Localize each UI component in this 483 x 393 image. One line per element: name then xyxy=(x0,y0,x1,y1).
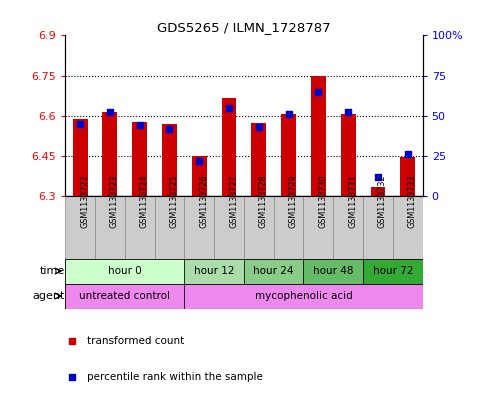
Point xyxy=(69,338,76,344)
Text: agent: agent xyxy=(33,291,65,301)
Text: hour 72: hour 72 xyxy=(372,266,413,276)
Bar xyxy=(125,196,155,259)
Text: hour 24: hour 24 xyxy=(254,266,294,276)
Bar xyxy=(244,259,303,283)
Bar xyxy=(363,196,393,259)
Point xyxy=(344,109,352,116)
Text: GSM1133730: GSM1133730 xyxy=(318,174,327,228)
Text: GSM1133727: GSM1133727 xyxy=(229,174,238,228)
Bar xyxy=(370,187,385,196)
Text: GSM1133733: GSM1133733 xyxy=(408,174,417,228)
Text: GSM1133726: GSM1133726 xyxy=(199,174,208,228)
Point xyxy=(166,125,173,132)
Point xyxy=(285,111,293,117)
Bar xyxy=(393,196,423,259)
Text: GSM1133722: GSM1133722 xyxy=(80,174,89,228)
Bar xyxy=(214,196,244,259)
Text: GSM1133723: GSM1133723 xyxy=(110,174,119,228)
Bar xyxy=(132,122,147,196)
Point xyxy=(69,374,76,380)
Bar xyxy=(341,114,355,196)
Text: time: time xyxy=(40,266,65,276)
Bar xyxy=(400,157,415,196)
Bar xyxy=(185,259,244,283)
Text: GSM1133725: GSM1133725 xyxy=(170,174,178,228)
Bar xyxy=(281,114,296,196)
Text: hour 0: hour 0 xyxy=(108,266,142,276)
Text: hour 48: hour 48 xyxy=(313,266,354,276)
Bar xyxy=(72,119,87,196)
Bar xyxy=(244,196,274,259)
Title: GDS5265 / ILMN_1728787: GDS5265 / ILMN_1728787 xyxy=(157,21,331,34)
Bar xyxy=(303,259,363,283)
Text: GSM1133728: GSM1133728 xyxy=(259,174,268,228)
Text: GSM1133724: GSM1133724 xyxy=(140,174,149,228)
Bar xyxy=(333,196,363,259)
Point xyxy=(255,124,263,130)
Text: percentile rank within the sample: percentile rank within the sample xyxy=(87,372,263,382)
Bar xyxy=(185,283,423,309)
Bar xyxy=(185,196,214,259)
Text: GSM1133731: GSM1133731 xyxy=(348,174,357,228)
Bar xyxy=(192,156,207,196)
Bar xyxy=(65,196,95,259)
Text: untreated control: untreated control xyxy=(79,291,170,301)
Point xyxy=(404,151,412,158)
Point xyxy=(374,174,382,180)
Bar xyxy=(363,259,423,283)
Bar xyxy=(303,196,333,259)
Point xyxy=(76,121,84,127)
Bar xyxy=(222,98,237,196)
Point xyxy=(136,122,143,129)
Point xyxy=(106,109,114,116)
Text: hour 12: hour 12 xyxy=(194,266,234,276)
Bar xyxy=(162,124,177,196)
Bar xyxy=(102,112,117,196)
Bar xyxy=(311,76,326,196)
Bar xyxy=(155,196,185,259)
Bar xyxy=(65,259,185,283)
Point xyxy=(195,158,203,164)
Text: GSM1133729: GSM1133729 xyxy=(289,174,298,228)
Point xyxy=(225,105,233,111)
Text: mycophenolic acid: mycophenolic acid xyxy=(255,291,353,301)
Bar xyxy=(65,283,185,309)
Bar xyxy=(274,196,303,259)
Text: GSM1133732: GSM1133732 xyxy=(378,174,387,228)
Bar xyxy=(95,196,125,259)
Text: transformed count: transformed count xyxy=(87,336,184,345)
Point xyxy=(314,88,322,95)
Bar xyxy=(251,123,266,196)
